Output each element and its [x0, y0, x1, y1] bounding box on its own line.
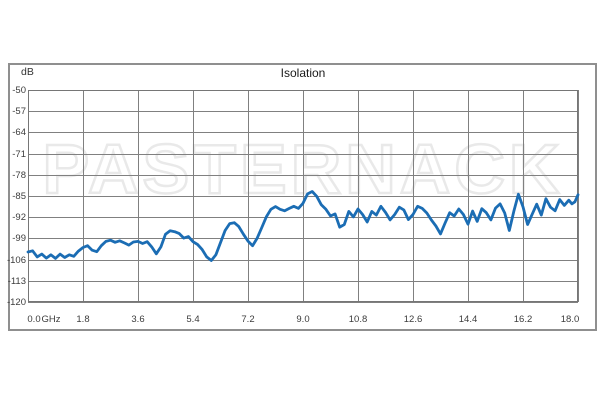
x-tick-label: 18.0	[560, 314, 580, 325]
y-axis-unit-label: dB	[21, 66, 34, 78]
y-tick-label: -57	[12, 106, 26, 118]
v-gridline	[248, 90, 249, 302]
watermark-text: PASTERNACK	[41, 129, 564, 210]
v-gridline	[193, 90, 194, 302]
x-tick-label: 10.8	[348, 314, 368, 325]
y-tick-label: -99	[12, 233, 26, 245]
y-tick-label: -78	[12, 169, 26, 181]
y-tick-label: -50	[12, 85, 26, 96]
chart-title: Isolation	[280, 66, 326, 80]
isolation-trace-line	[26, 190, 580, 262]
v-gridline	[358, 90, 359, 302]
y-tick-label: -92	[12, 212, 26, 224]
x-tick-label: 9.0	[296, 314, 310, 325]
x-tick-label: 1.8	[76, 314, 90, 325]
x-tick-label: 5.4	[186, 314, 200, 325]
v-gridline	[83, 90, 84, 302]
x-tick-label: 16.2	[513, 314, 533, 325]
x-tick-label: 0.0	[27, 314, 41, 325]
isolation-trace	[26, 190, 580, 262]
v-gridline	[413, 90, 414, 302]
v-gridline	[523, 90, 524, 302]
x-axis-unit-label: GHz	[41, 314, 61, 325]
v-gridline	[468, 90, 469, 302]
y-tick-label: -106	[6, 254, 26, 266]
x-tick-label: 14.4	[458, 314, 478, 325]
v-gridline	[138, 90, 139, 302]
y-tick-label: -71	[12, 148, 26, 160]
y-tick-label: -120	[6, 297, 26, 308]
y-tick-label: -113	[7, 275, 26, 287]
x-tick-label: 12.6	[403, 314, 423, 325]
plot-area: PASTERNACK	[26, 90, 580, 303]
y-tick-label: -64	[12, 127, 26, 139]
x-tick-label: 3.6	[131, 314, 145, 325]
x-tick-label: 7.2	[241, 314, 255, 325]
h-gridline	[28, 302, 578, 303]
v-gridline	[303, 90, 304, 302]
y-tick-label: -85	[12, 191, 26, 202]
